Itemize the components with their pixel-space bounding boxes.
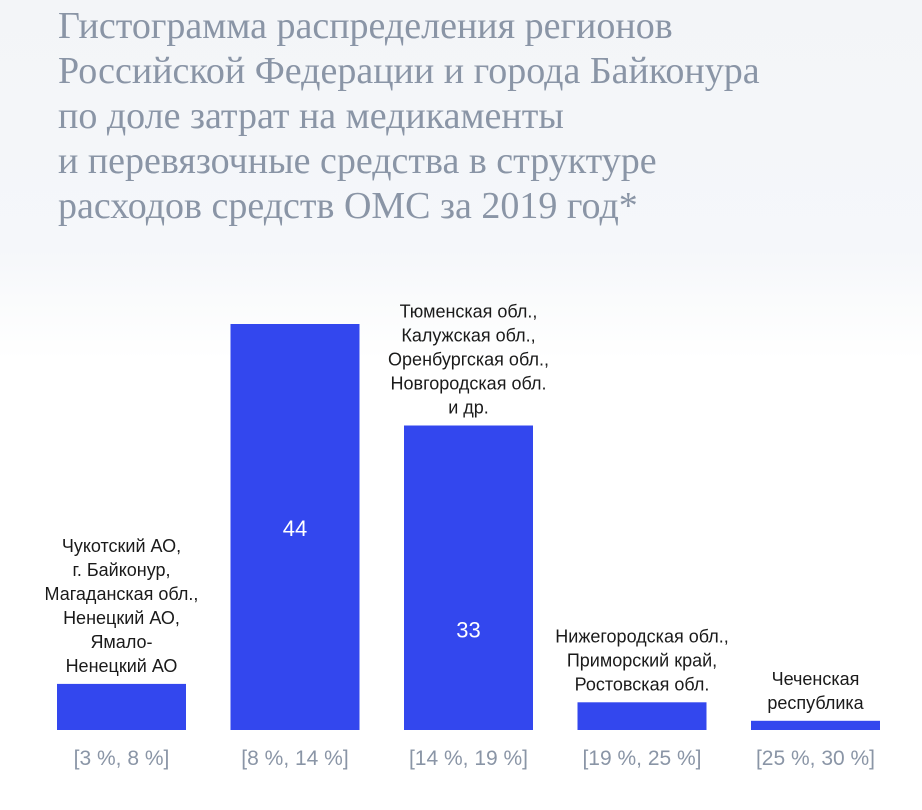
- chart-title-line-2: Российской Федерации и города Байконура: [58, 50, 760, 92]
- histogram-bar: [57, 683, 186, 730]
- x-tick-label: [14 %, 19 %]: [409, 747, 528, 770]
- chart-title: Гистограмма распределения регионов Росси…: [58, 4, 908, 229]
- histogram-bar: [751, 720, 880, 730]
- region-annotation-line: Ростовская обл.: [575, 674, 710, 694]
- region-annotation-line: Нижегородская обл.,: [555, 626, 728, 646]
- region-annotation-line: Ненецкий АО: [66, 656, 178, 676]
- bar-value-label: 33: [456, 618, 480, 643]
- chart-title-line-1: Гистограмма распределения регионов: [58, 5, 673, 47]
- region-annotation-line: Оренбургская обл.,: [388, 350, 549, 370]
- x-tick-label: [25 %, 30 %]: [756, 747, 875, 770]
- region-annotation-line: республика: [767, 693, 864, 713]
- region-annotation-line: Магаданская обл.,: [45, 584, 199, 604]
- region-annotation-line: Чеченская: [772, 669, 860, 689]
- x-tick-label: [8 %, 14 %]: [241, 747, 348, 770]
- histogram-bar: [404, 425, 533, 730]
- chart-title-line-5: расходов средств ОМС за 2019 год*: [58, 185, 638, 227]
- region-annotation-line: Ямало-: [90, 632, 152, 652]
- region-annotation-line: Приморский край,: [567, 650, 717, 670]
- x-tick-label: [3 %, 8 %]: [74, 747, 170, 770]
- region-annotation-line: г. Байконур,: [72, 560, 170, 580]
- region-annotation-line: Новгородская обл.: [391, 374, 547, 394]
- chart-title-line-3: по доле затрат на медикаменты: [58, 95, 564, 137]
- region-annotation-line: Ненецкий АО,: [63, 608, 180, 628]
- region-annotation-line: и др.: [448, 398, 489, 418]
- x-tick-label: [19 %, 25 %]: [582, 747, 701, 770]
- region-annotation-line: Чукотский АО,: [62, 536, 181, 556]
- chart-title-line-4: и перевязочные средства в структуре: [58, 140, 657, 182]
- histogram-bar: [230, 324, 360, 730]
- bar-value-label: 44: [283, 516, 307, 541]
- histogram-bar: [577, 702, 707, 730]
- region-annotation-line: Тюменская обл.,: [400, 302, 538, 322]
- region-annotation-line: Калужская обл.,: [401, 326, 535, 346]
